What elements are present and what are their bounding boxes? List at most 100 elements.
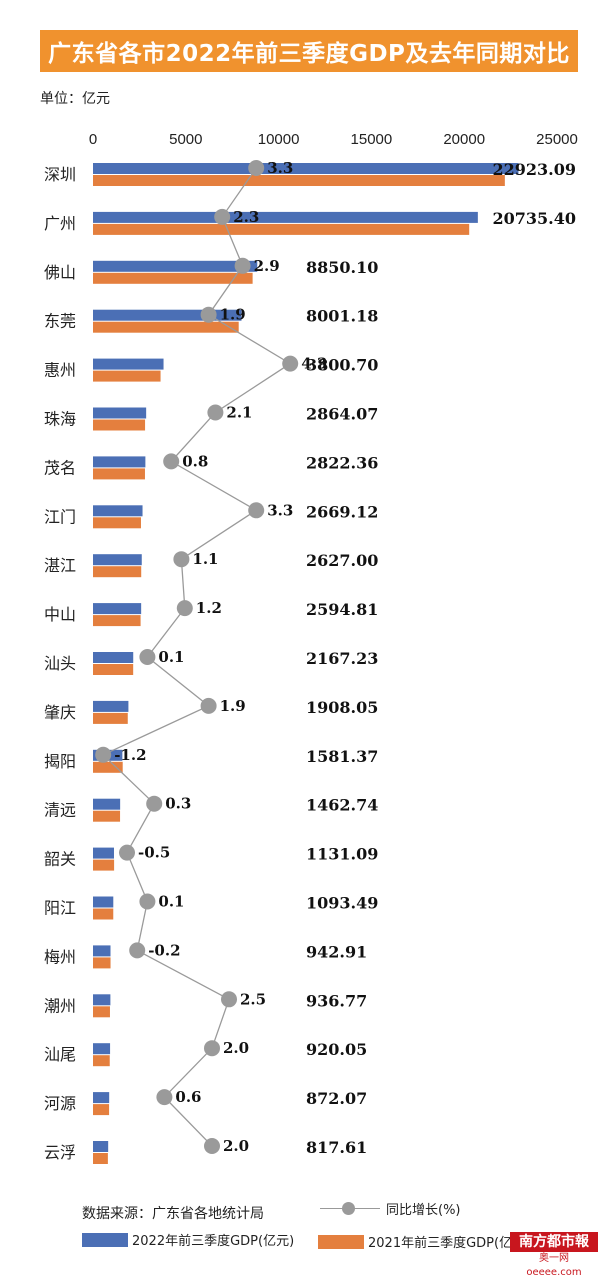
bar-2021 — [93, 419, 146, 431]
city-label: 江门 — [44, 507, 76, 526]
legend-2021-label: 2021年前三季度GDP(亿元) — [368, 1236, 531, 1251]
bar-2022 — [93, 896, 114, 908]
growth-point — [207, 404, 224, 421]
bar-2021 — [93, 370, 161, 382]
gdp-value-label: 2594.81 — [306, 600, 378, 619]
gdp-value-label: 8850.10 — [306, 258, 378, 277]
growth-point — [129, 942, 146, 959]
growth-label: 3.3 — [267, 159, 293, 177]
growth-label: 0.3 — [165, 795, 191, 813]
chart-title: 广东省各市2022年前三季度GDP及去年同期对比 — [40, 30, 578, 72]
bar-2021 — [93, 1006, 110, 1018]
gdp-value-label: 872.07 — [306, 1089, 367, 1108]
bar-2021 — [93, 761, 123, 773]
bar-2021 — [93, 664, 134, 675]
bar-2022 — [93, 163, 519, 174]
bar-2021 — [93, 957, 111, 969]
bar-2021 — [93, 321, 239, 333]
bar-2021 — [93, 1055, 110, 1067]
growth-label: 1.2 — [196, 599, 222, 617]
gdp-value-label: 2822.36 — [306, 453, 378, 472]
growth-point — [173, 551, 190, 568]
growth-label: -0.2 — [148, 941, 180, 959]
bar-2022 — [93, 358, 164, 370]
bar-2021 — [93, 566, 142, 578]
bar-2022 — [93, 1043, 111, 1055]
bar-2021 — [93, 517, 141, 529]
gdp-value-label: 2627.00 — [306, 551, 378, 570]
growth-label: 3.3 — [267, 501, 293, 519]
bar-2021 — [93, 859, 115, 871]
city-label: 潮州 — [44, 996, 76, 1015]
newspaper-logo: 南方都市報 奥一网 oeeee.com — [510, 1232, 598, 1278]
gdp-value-label: 1093.49 — [306, 894, 378, 913]
logo-subtitle: 奥一网 oeeee.com — [526, 1253, 582, 1278]
bar-2022 — [93, 407, 147, 419]
growth-label: 4.3 — [301, 355, 327, 373]
city-label: 梅州 — [44, 947, 76, 966]
city-label: 茂名 — [44, 458, 76, 477]
growth-point — [248, 502, 265, 519]
x-tick-label: 5000 — [169, 131, 202, 148]
gdp-value-label: 2167.23 — [306, 649, 378, 668]
growth-label: 1.1 — [192, 550, 218, 568]
bar-2022 — [93, 700, 129, 712]
growth-label: 0.1 — [158, 893, 184, 911]
growth-point — [221, 991, 237, 1008]
bar-2021 — [93, 1153, 108, 1164]
gdp-value-label: 2864.07 — [306, 405, 378, 424]
x-tick-label: 25000 — [536, 131, 578, 148]
bar-2022 — [93, 211, 478, 223]
gdp-value-label: 942.91 — [306, 942, 367, 961]
city-label: 汕头 — [44, 654, 76, 673]
bar-2022 — [93, 505, 143, 517]
legend-2022-label: 2022年前三季度GDP(亿元) — [132, 1234, 295, 1249]
growth-point — [200, 697, 217, 714]
bar-2022 — [93, 1092, 110, 1104]
legend-growth-label: 同比增长(%) — [386, 1203, 461, 1218]
growth-label: 2.3 — [233, 208, 259, 226]
bar-2022 — [93, 456, 146, 468]
growth-point — [156, 1089, 173, 1106]
bar-2022 — [93, 554, 142, 566]
growth-point — [139, 649, 156, 665]
city-label: 汕尾 — [44, 1045, 76, 1064]
city-label: 河源 — [44, 1094, 76, 1113]
growth-point — [146, 795, 163, 812]
bar-2021 — [93, 615, 141, 627]
bar-2021 — [93, 175, 505, 186]
growth-point — [214, 208, 231, 225]
gdp-value-label: 2669.12 — [306, 502, 378, 521]
gdp-value-label: 22923.09 — [493, 160, 577, 179]
x-tick-label: 15000 — [351, 131, 393, 148]
legend-2022: 2022年前三季度GDP(亿元) — [82, 1230, 294, 1249]
bar-2022 — [93, 798, 121, 810]
legend-2021-swatch — [318, 1234, 364, 1249]
legend-2021: 2021年前三季度GDP(亿元) — [318, 1232, 530, 1251]
bar-2022 — [93, 309, 242, 321]
bar-2022 — [93, 603, 142, 615]
growth-label: 0.6 — [175, 1088, 201, 1106]
growth-label: 2.5 — [240, 990, 266, 1008]
growth-point — [234, 257, 251, 274]
bar-2022 — [93, 945, 111, 957]
city-label: 阳江 — [44, 899, 76, 918]
gdp-value-label: 817.61 — [306, 1138, 367, 1157]
growth-point — [200, 306, 217, 323]
gdp-value-label: 8001.18 — [306, 307, 378, 326]
city-label: 肇庆 — [44, 703, 76, 722]
growth-label: 0.1 — [158, 648, 184, 666]
growth-point — [95, 746, 112, 763]
growth-label: 2.0 — [223, 1039, 249, 1057]
gdp-value-label: 1462.74 — [306, 796, 378, 815]
source-note: 数据来源：广东省各地统计局 — [82, 1206, 264, 1222]
gdp-value-label: 1131.09 — [306, 845, 378, 864]
growth-label: 1.9 — [220, 697, 246, 715]
bar-2021 — [93, 908, 114, 920]
gdp-value-label: 1581.37 — [306, 747, 378, 766]
bar-2021 — [93, 712, 128, 724]
growth-point — [204, 1138, 220, 1154]
gdp-value-label: 1908.05 — [306, 698, 378, 717]
legend-2022-swatch — [82, 1232, 128, 1247]
gdp-value-label: 20735.40 — [493, 209, 577, 228]
